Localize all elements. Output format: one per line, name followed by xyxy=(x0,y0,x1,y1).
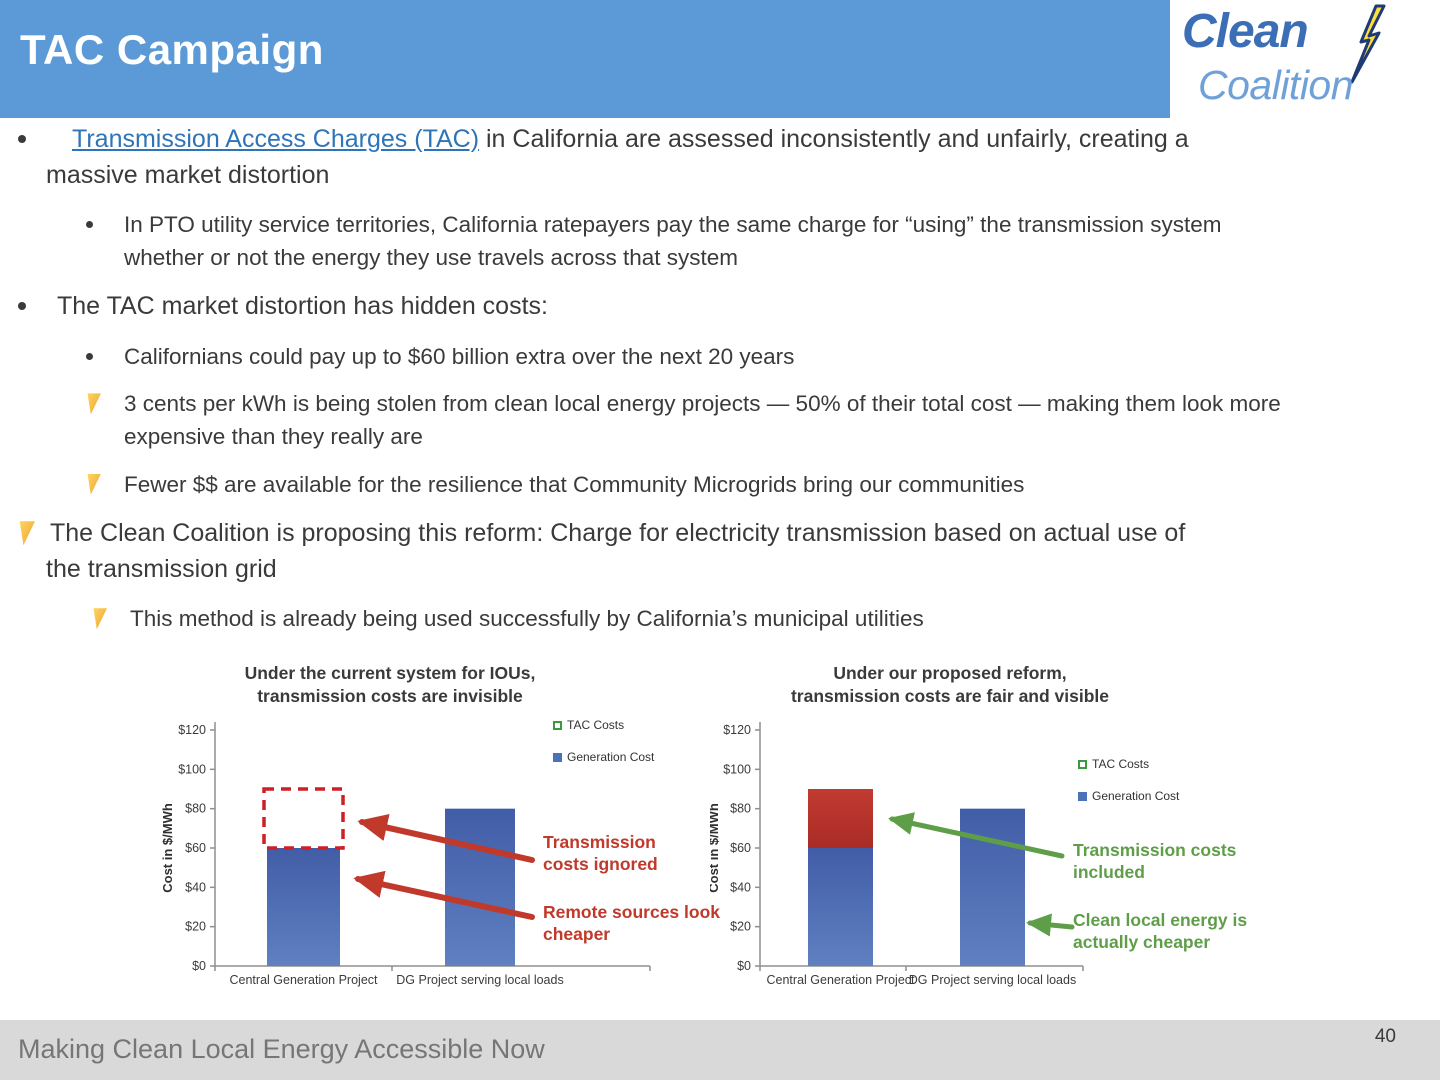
bullet-text: The Clean Coalition is proposing this re… xyxy=(46,519,1186,583)
bullet-text: In PTO utility service territories, Cali… xyxy=(124,212,1222,270)
y-tick-label: $100 xyxy=(723,762,751,776)
bullet-text: Californians could pay up to $60 billion… xyxy=(124,343,795,369)
generation-cost-bar xyxy=(960,808,1025,966)
generation-cost-bar xyxy=(267,848,340,966)
dot-bullet-icon xyxy=(78,209,124,228)
generation-cost-bar xyxy=(808,848,873,966)
bullet-text-rest: in California are assessed inconsistentl… xyxy=(46,125,1189,189)
bullet-text: The TAC market distortion has hidden cos… xyxy=(57,292,548,321)
chart-proposed-reform: Under our proposed reform, transmission … xyxy=(710,660,1285,1005)
legend-tac-costs: TAC Costs xyxy=(1078,757,1149,771)
x-category-label: Central Generation Project xyxy=(230,973,379,987)
logo-text-coalition: Coalition xyxy=(1198,62,1354,108)
y-tick-label: $40 xyxy=(185,880,206,894)
chart-annotation-1: Remote sources look cheaper xyxy=(543,902,720,944)
bullet-hidden-costs: The TAC market distortion has hidden cos… xyxy=(0,289,1440,325)
dot-bullet-icon xyxy=(78,341,124,360)
bullet-tac-assessed: Transmission Access Charges (TAC) in Cal… xyxy=(0,122,1440,193)
annotation-arrow xyxy=(353,870,535,920)
bullet-fewer-dollars: Fewer $$ are available for the resilienc… xyxy=(78,469,1440,502)
chart-annotation-0: Transmission costs ignored xyxy=(543,832,658,874)
y-tick-label: $120 xyxy=(723,723,751,737)
y-tick-label: $120 xyxy=(178,723,206,737)
y-tick-label: $80 xyxy=(730,802,751,816)
y-tick-label: $40 xyxy=(730,880,751,894)
bolt-bullet-icon xyxy=(0,516,46,546)
y-tick-label: $20 xyxy=(185,920,206,934)
bullet-3-cents: 3 cents per kWh is being stolen from cle… xyxy=(78,388,1440,453)
bullet-proposed-reform: The Clean Coalition is proposing this re… xyxy=(0,516,1440,587)
bullet-municipal-utilities: This method is already being used succes… xyxy=(84,603,1440,636)
annotation-arrow xyxy=(1026,913,1075,937)
tac-costs-bar xyxy=(808,789,873,848)
legend-tac-costs: TAC Costs xyxy=(553,718,624,732)
footer-bar: Making Clean Local Energy Accessible Now… xyxy=(0,1020,1440,1080)
chart-title: Under our proposed reform, transmission … xyxy=(750,662,1150,708)
bullet-text: Transmission Access Charges (TAC) in Cal… xyxy=(46,122,1196,193)
x-category-label: DG Project serving local loads xyxy=(909,973,1076,987)
generation-cost-bar xyxy=(445,808,515,966)
chart-current-system: Under the current system for IOUs, trans… xyxy=(160,660,720,1005)
lightning-bolt-icon xyxy=(1350,4,1386,84)
chart-annotation-0: Transmission costs included xyxy=(1073,840,1237,882)
dot-bullet-icon xyxy=(0,289,46,311)
dashed-green-square-icon xyxy=(553,720,562,730)
dot-bullet-icon xyxy=(0,122,46,143)
legend-generation-cost: Generation Cost xyxy=(1078,789,1179,803)
legend-generation-cost: Generation Cost xyxy=(553,750,654,764)
chart-title-line1: Under our proposed reform, xyxy=(833,663,1067,683)
bullet-text: This method is already being used succes… xyxy=(130,606,924,632)
annotation-arrow xyxy=(357,814,535,863)
x-category-label: DG Project serving local loads xyxy=(396,973,563,987)
tac-costs-dashed-box xyxy=(262,787,345,850)
y-tick-label: $20 xyxy=(730,920,751,934)
y-tick-label: $60 xyxy=(185,841,206,855)
blue-square-icon xyxy=(553,752,562,762)
tac-hyperlink[interactable]: Transmission Access Charges (TAC) xyxy=(72,125,480,153)
bolt-bullet-icon xyxy=(78,388,124,415)
chart-title-line1: Under the current system for IOUs, xyxy=(244,663,536,683)
bullet-list: Transmission Access Charges (TAC) in Cal… xyxy=(0,122,1440,651)
bar-chart-canvas: $0 $20 $40 $60 $80 $100 $120 Cost in $/MWh Centr… xyxy=(710,722,1084,987)
annotation-arrow xyxy=(888,812,1065,859)
y-axis-title: Cost in $/MWh xyxy=(160,803,175,893)
y-tick-label: $0 xyxy=(737,959,751,973)
page-number: 40 xyxy=(1374,1026,1396,1047)
blue-square-icon xyxy=(1078,791,1087,801)
y-tick-label: $0 xyxy=(192,959,206,973)
chart-title-line2: transmission costs are fair and visible xyxy=(790,686,1110,707)
page-title: TAC Campaign xyxy=(20,26,324,73)
chart-title: Under the current system for IOUs, trans… xyxy=(190,662,590,708)
bullet-pto-territories: In PTO utility service territories, Cali… xyxy=(78,209,1440,274)
y-axis-title: Cost in $/MWh xyxy=(710,803,721,893)
bullet-text: Fewer $$ are available for the resilienc… xyxy=(124,471,1025,497)
bolt-bullet-icon xyxy=(78,469,124,495)
bolt-bullet-icon xyxy=(84,603,130,630)
chart-annotation-1: Clean local energy is actually cheaper xyxy=(1073,910,1248,952)
y-tick-label: $100 xyxy=(178,762,206,776)
bullet-60-billion: Californians could pay up to $60 billion… xyxy=(78,341,1440,374)
bullet-text: 3 cents per kWh is being stolen from cle… xyxy=(124,391,1281,449)
bar-chart-canvas: $0 $20 $40 $60 $80 $100 $120 Cost in $/MWh Centr… xyxy=(160,722,651,987)
y-tick-label: $60 xyxy=(730,841,751,855)
footer-tagline: Making Clean Local Energy Accessible Now xyxy=(18,1034,545,1064)
clean-coalition-logo: Clean Coalition xyxy=(1170,0,1440,126)
dashed-green-square-icon xyxy=(1078,759,1087,769)
chart-title-line2: transmission costs are invisible xyxy=(257,686,523,707)
logo-text-clean: Clean xyxy=(1182,5,1309,58)
y-tick-label: $80 xyxy=(185,802,206,816)
x-category-label: Central Generation Project xyxy=(767,973,916,987)
